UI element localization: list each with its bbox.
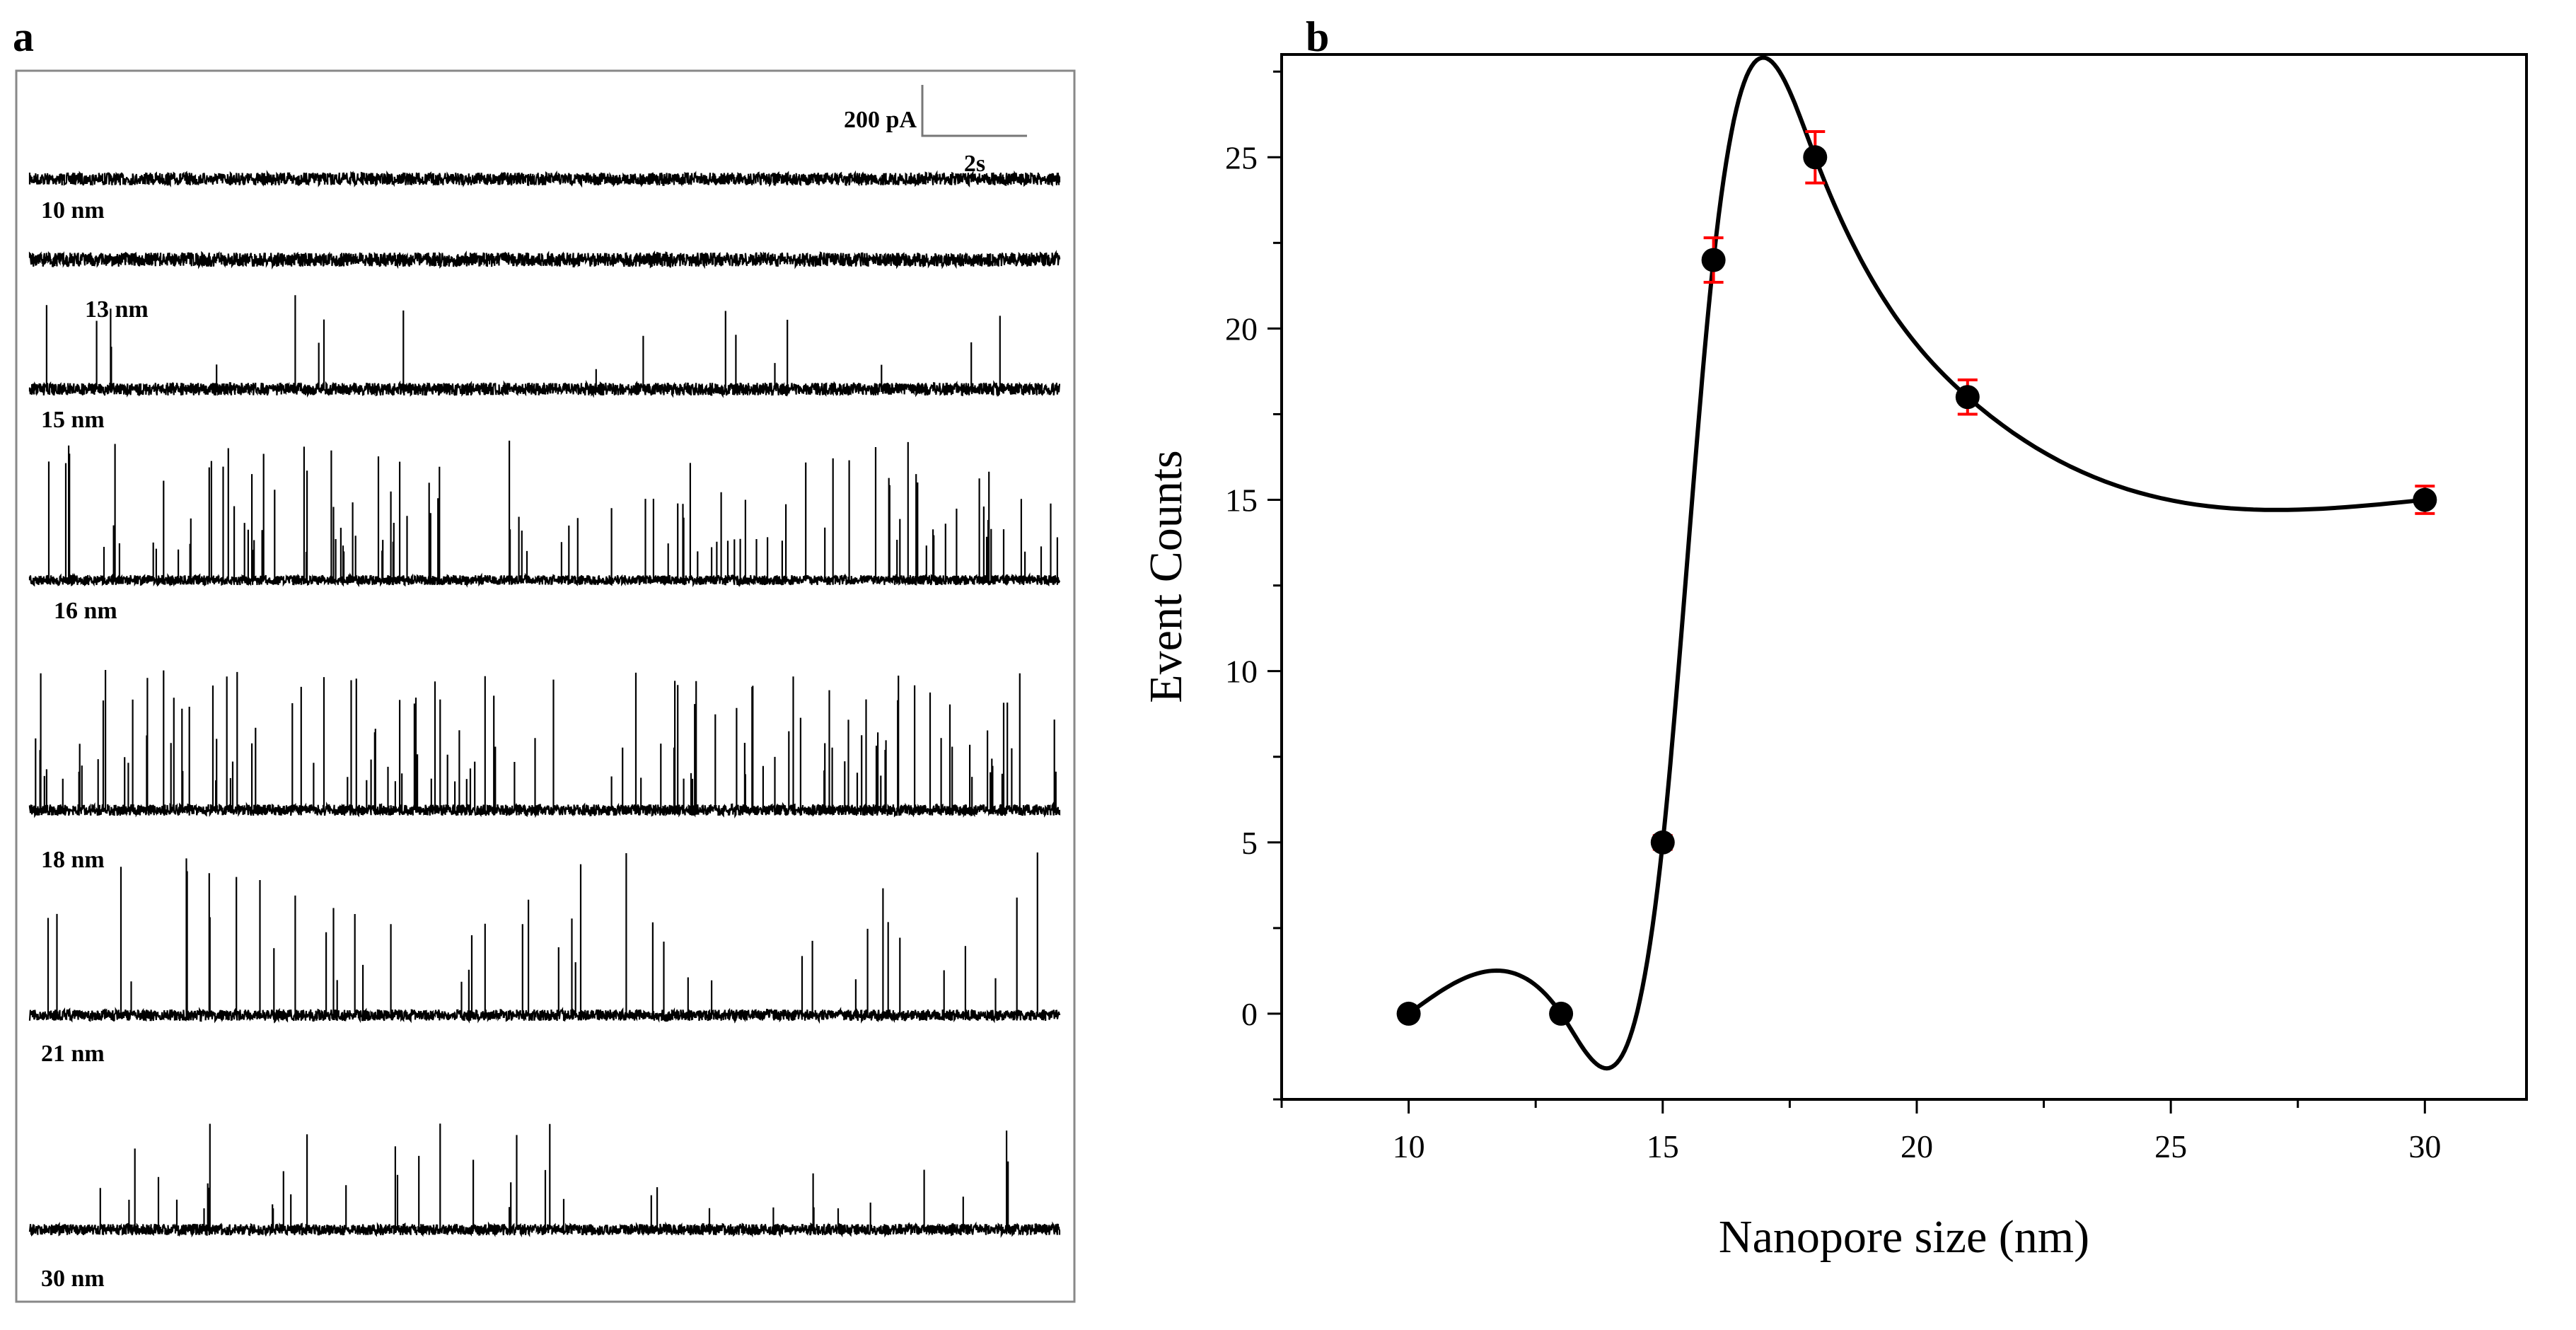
current-trace: [28, 670, 1061, 819]
y-tick-label: 0: [1241, 996, 1258, 1032]
data-point: [1955, 385, 1980, 410]
trace-label: 15 nm: [41, 407, 105, 433]
trace-labels: 10 nm 13 nm 15 nm 16 nm 18 nm 21 nm 30 n…: [41, 197, 149, 1292]
y-axis-title: Event Counts: [1140, 450, 1192, 703]
x-axis-title: Nanopore size (nm): [1719, 1211, 2089, 1263]
y-tick-label: 5: [1241, 825, 1258, 861]
trace-label: 10 nm: [41, 197, 105, 224]
current-trace: [28, 852, 1061, 1024]
scale-bar-lines: [921, 85, 1027, 137]
scale-bar-time-label: 2s: [964, 151, 985, 177]
x-tick-label: 10: [1393, 1128, 1425, 1164]
data-point: [2413, 487, 2437, 512]
current-trace: [28, 295, 1061, 398]
event-counts-chart: 10 15 20 25 30 0 5 10 15 20 25: [1225, 53, 2528, 1164]
x-tick-label: 15: [1647, 1128, 1679, 1164]
scale-bar: 200 pA 2s: [844, 85, 1027, 177]
scale-bar-current-label: 200 pA: [844, 107, 917, 133]
current-trace: [28, 170, 1061, 188]
y-tick-label: 20: [1225, 311, 1258, 347]
y-tick-label: 15: [1225, 482, 1258, 519]
y-tick-label: 10: [1225, 654, 1258, 690]
trace-label: 30 nm: [41, 1266, 105, 1292]
data-point: [1650, 830, 1675, 855]
spline-curve: [1407, 55, 2425, 1071]
data-point: [1701, 248, 1726, 272]
x-tick-label: 25: [2154, 1128, 2187, 1164]
trace-label: 16 nm: [54, 598, 117, 624]
y-tick-label: 25: [1225, 139, 1258, 175]
panel-b-letter: b: [1306, 13, 1329, 60]
current-trace: [28, 250, 1061, 270]
current-trace: [28, 440, 1061, 588]
data-point: [1549, 1001, 1574, 1026]
x-tick-label: 30: [2408, 1128, 2441, 1164]
x-tick-label: 20: [1901, 1128, 1933, 1164]
panel-a-frame: [15, 69, 1076, 1303]
trace-label: 21 nm: [41, 1041, 105, 1067]
plot-frame: [1280, 53, 2528, 1101]
current-trace: [28, 1123, 1061, 1238]
current-traces: [28, 170, 1061, 1238]
data-point: [1803, 145, 1828, 170]
data-point: [1396, 1001, 1421, 1026]
trace-label: 18 nm: [41, 847, 105, 873]
trace-label: 13 nm: [85, 296, 149, 323]
panel-a-letter: a: [13, 13, 34, 60]
